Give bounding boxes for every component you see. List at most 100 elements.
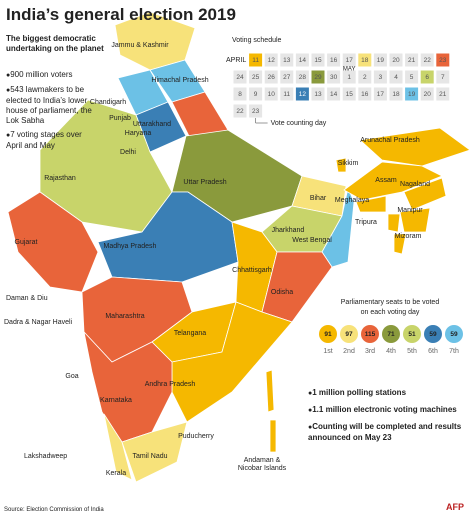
day-cell [358, 87, 372, 101]
day-cell [405, 70, 419, 84]
day-number: 14 [330, 91, 338, 98]
day-cell [405, 53, 419, 67]
seats-title: Parliamentary seats to be voted on each v… [341, 299, 440, 316]
day-number: 15 [346, 91, 354, 98]
map-label: Jharkhand [272, 227, 305, 234]
day-cell [264, 53, 278, 67]
day-cell [280, 87, 294, 101]
seat-count: 91 [324, 331, 332, 338]
seat-count: 59 [450, 331, 458, 338]
day-number: 6 [425, 74, 429, 81]
map-label: Himachal Pradesh [151, 77, 208, 84]
phase-label: 1st [323, 348, 332, 355]
facts: 900 million voters 543 lawmakers to be el… [6, 70, 98, 155]
map-label: Andhra Pradesh [145, 381, 196, 388]
day-cell [420, 70, 434, 84]
map-label: Goa [65, 373, 78, 380]
day-cell [373, 87, 387, 101]
day-number: 29 [314, 74, 322, 81]
day-cell [249, 70, 263, 84]
map-label: Odisha [271, 289, 293, 296]
day-cell [342, 87, 356, 101]
fact: 7 voting stages over April and May [6, 130, 98, 151]
map-label: Andaman & Nicobar Islands [238, 457, 287, 472]
map-label: Meghalaya [335, 197, 369, 204]
day-number: 11 [252, 57, 259, 64]
day-number: 15 [314, 57, 322, 64]
day-cell [389, 70, 403, 84]
day-number: 22 [424, 57, 432, 64]
map-label: Delhi [120, 149, 136, 156]
map-label: Bihar [310, 195, 327, 202]
day-cell [280, 70, 294, 84]
day-number: 23 [439, 57, 447, 64]
map-label: Tamil Nadu [132, 453, 167, 460]
day-cell [249, 87, 263, 101]
seat-bubble [445, 325, 463, 343]
seat-bubble [340, 325, 358, 343]
map-label: Lakshadweep [24, 453, 67, 460]
map-label: Uttar Pradesh [183, 179, 226, 186]
map-label: Daman & Diu [6, 295, 48, 302]
day-number: 24 [236, 74, 244, 81]
highlight: 1 million polling stations [308, 388, 468, 399]
map-label: Mizoram [395, 233, 422, 240]
day-number: 20 [424, 91, 432, 98]
day-cell [420, 87, 434, 101]
phase-label: 4th [386, 348, 396, 355]
day-cell [327, 53, 341, 67]
map-label: Telangana [174, 330, 206, 337]
day-number: 18 [361, 57, 369, 64]
day-number: 13 [283, 57, 291, 64]
highlights: 1 million polling stations 1.1 million el… [308, 388, 468, 449]
day-cell [295, 70, 309, 84]
day-number: 19 [377, 57, 385, 64]
map-label: Assam [375, 177, 397, 184]
day-number: 3 [379, 74, 383, 81]
map-label: Tripura [355, 219, 377, 226]
day-number: 21 [439, 91, 447, 98]
map-label: Jammu & Kashmir [111, 42, 169, 49]
day-number: 22 [236, 108, 244, 115]
map-label: Kerala [106, 470, 126, 477]
day-number: 13 [314, 91, 322, 98]
day-cell [342, 70, 356, 84]
seat-bubble [319, 325, 337, 343]
map-label: Chhattisgarh [232, 267, 272, 274]
note: Vote counting day [271, 120, 327, 127]
source: Source: Election Commission of India [4, 507, 104, 513]
seat-bubble [403, 325, 421, 343]
day-cell [311, 70, 325, 84]
map-label: Arunachal Pradesh [360, 137, 420, 144]
day-cell [249, 53, 263, 67]
phase-label: 3rd [365, 348, 375, 355]
day-number: 14 [299, 57, 307, 64]
highlight: 1.1 million electronic voting machines [308, 405, 468, 416]
day-cell [311, 53, 325, 67]
map-label: Karnataka [100, 397, 132, 404]
map-label: Uttarakhand [133, 121, 171, 128]
phase-label: 7th [449, 348, 459, 355]
day-number: 21 [408, 57, 416, 64]
day-cell [420, 53, 434, 67]
seat-count: 71 [387, 331, 395, 338]
day-cell [233, 70, 247, 84]
fact: 543 lawmakers to be elected to India’s l… [6, 85, 98, 126]
day-cell [249, 104, 263, 118]
day-number: 26 [268, 74, 276, 81]
day-cell [373, 53, 387, 67]
day-cell [358, 53, 372, 67]
schedule-title: Voting schedule [232, 37, 282, 44]
day-number: 1 [347, 74, 351, 81]
day-number: 12 [268, 57, 276, 64]
day-number: 28 [299, 74, 307, 81]
seat-bubble [382, 325, 400, 343]
seat-count: 51 [408, 331, 416, 338]
day-number: 16 [330, 57, 338, 64]
day-number: 7 [441, 74, 445, 81]
seat-bubble [361, 325, 379, 343]
day-cell [295, 53, 309, 67]
map-label: Puducherry [178, 433, 214, 440]
